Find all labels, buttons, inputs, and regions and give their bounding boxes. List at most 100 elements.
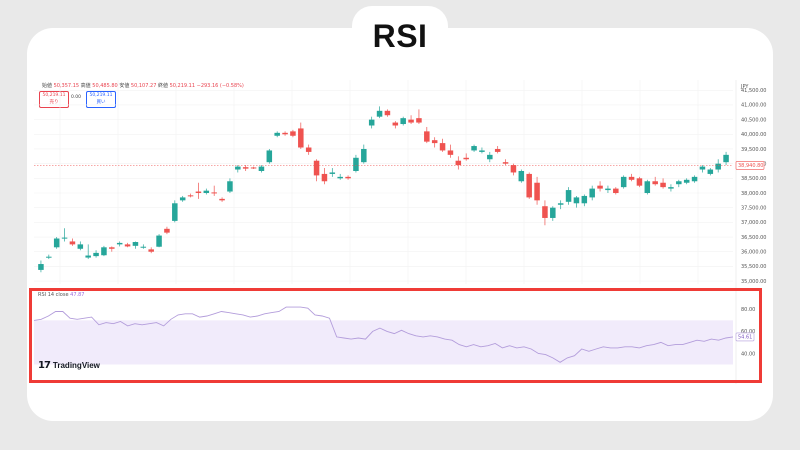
spread-value: 0.00 — [71, 95, 82, 100]
candle-body — [431, 140, 438, 144]
candle-body — [290, 131, 296, 136]
candles — [38, 106, 729, 273]
candle-body — [93, 252, 99, 257]
candle-body — [274, 132, 280, 136]
last-price-label: 38,940.80 — [738, 163, 763, 169]
sell-label: 売り — [49, 100, 59, 105]
candle-body — [242, 167, 249, 169]
candle-body — [69, 241, 76, 245]
candle-body — [124, 244, 131, 247]
price-tick-label: 35,500.00 — [741, 264, 766, 270]
candle-body — [518, 170, 525, 182]
tradingview-logo-icon: 17 — [38, 359, 51, 371]
candle-body — [439, 143, 446, 151]
candle-body — [691, 176, 698, 182]
last-price-tag — [735, 161, 765, 170]
price-tick-label: 36,000.00 — [741, 250, 766, 256]
rsi-line — [33, 306, 734, 363]
candle-body — [620, 176, 627, 188]
candle-body — [298, 128, 304, 148]
candle-body — [313, 160, 320, 176]
candle-body — [565, 190, 572, 202]
high-value: 50,485.80 — [92, 83, 118, 89]
candle-body — [203, 190, 210, 194]
candle-body — [581, 195, 588, 204]
rsi-value-tag — [735, 332, 755, 342]
candle-body — [384, 110, 391, 116]
candle-body — [715, 163, 721, 170]
buy-button[interactable]: 50,219.11 買い — [86, 91, 116, 108]
candle-body — [463, 157, 469, 160]
tradingview-logo[interactable]: 17 TradingView — [38, 359, 100, 371]
buy-label: 買い — [96, 100, 106, 105]
candle-body — [683, 179, 690, 183]
candle-body — [132, 242, 139, 246]
rsi-current-value: 47.87 — [70, 292, 85, 298]
candle-body — [676, 181, 682, 185]
price-tick-label: 35,000.00 — [741, 279, 766, 285]
candle-body — [534, 182, 540, 201]
price-tick-label: 38,000.00 — [741, 191, 766, 197]
candle-body — [376, 110, 383, 117]
candle-body — [652, 181, 658, 185]
ohlc-legend: 始値 50,357.15 高値 50,485.80 安値 50,107.27 終… — [42, 82, 244, 89]
candle-body — [494, 148, 501, 152]
rsi-tick-label: 60.00 — [741, 329, 755, 335]
rsi-params: 14 close — [47, 292, 69, 298]
candle-body — [487, 154, 493, 160]
candle-body — [573, 197, 580, 204]
candle-body — [723, 154, 729, 163]
page-title: RSI — [372, 18, 428, 54]
price-tick-label: 40,500.00 — [741, 117, 766, 123]
candle-body — [510, 165, 517, 173]
candle-body — [116, 242, 123, 245]
candle-body — [172, 203, 178, 221]
candle-body — [219, 198, 225, 201]
candle-body — [605, 188, 611, 191]
candle-body — [368, 119, 375, 126]
price-tick-label: 38,500.00 — [741, 176, 766, 182]
close-label: 終値 — [157, 83, 168, 89]
chart-grid — [34, 80, 733, 284]
candle-body — [329, 172, 336, 174]
candle-body — [85, 255, 91, 258]
candle-body — [597, 185, 603, 189]
candle-body — [589, 188, 595, 198]
close-value: 50,219.11 — [169, 83, 196, 89]
candle-body — [266, 150, 273, 163]
candle-body — [353, 157, 359, 171]
low-value: 50,107.27 — [130, 83, 157, 89]
candle-body — [400, 118, 406, 125]
candle-body — [636, 178, 643, 186]
candle-body — [235, 166, 241, 170]
candle-body — [250, 167, 257, 169]
candle-body — [179, 197, 186, 201]
candle-body — [164, 228, 170, 233]
candle-body — [227, 181, 233, 192]
price-tick-label: 41,000.00 — [741, 103, 766, 109]
low-label: 安値 — [119, 83, 130, 89]
candle-body — [628, 176, 635, 180]
candle-body — [195, 191, 202, 194]
candle-body — [557, 203, 564, 205]
candle-body — [258, 166, 265, 171]
sell-price: 50,219.11 — [42, 93, 66, 98]
sell-button[interactable]: 50,219.11 売り — [39, 91, 69, 108]
tradingview-wordmark: TradingView — [52, 360, 100, 370]
price-tick-label: 37,000.00 — [741, 220, 766, 226]
rsi-legend: RSI 14 close 47.87 — [38, 292, 84, 298]
candle-body — [282, 132, 288, 135]
candle-body — [211, 192, 217, 194]
candle-body — [392, 122, 399, 126]
price-tick-label: 39,500.00 — [741, 147, 766, 153]
candle-body — [148, 249, 154, 252]
price-tick-label: 37,500.00 — [741, 205, 766, 211]
candle-body — [424, 131, 430, 142]
open-label: 始値 — [42, 83, 53, 89]
price-tick-label: 41,500.00 — [741, 88, 766, 94]
candle-body — [707, 169, 714, 174]
candle-body — [699, 166, 706, 170]
candle-body — [416, 118, 422, 123]
candle-body — [187, 195, 194, 197]
